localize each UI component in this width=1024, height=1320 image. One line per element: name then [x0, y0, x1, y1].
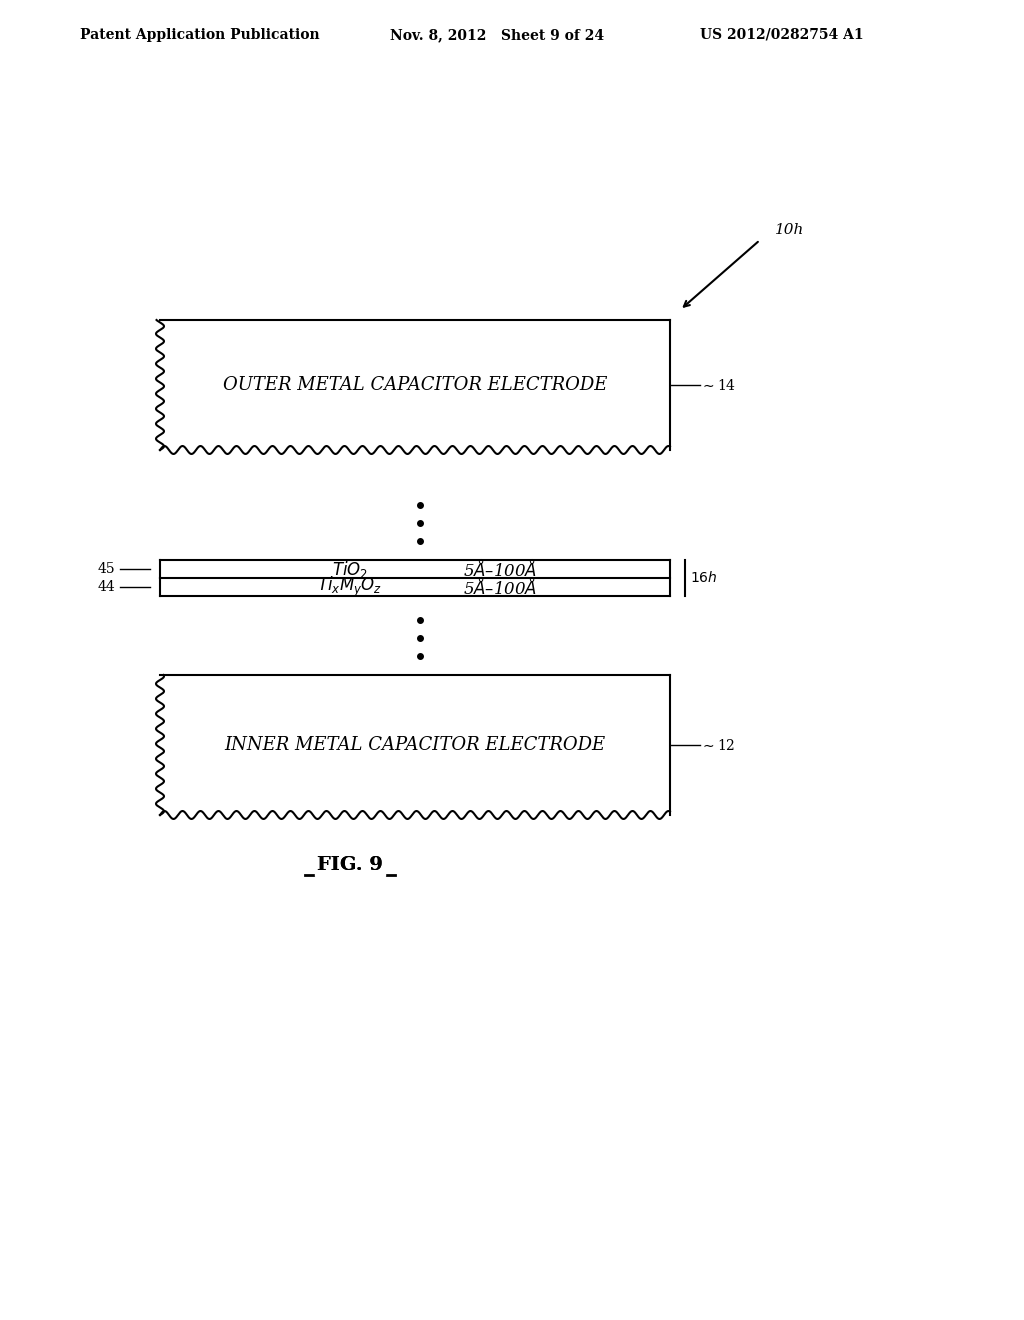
Text: 44: 44 [97, 579, 115, 594]
Text: Patent Application Publication: Patent Application Publication [80, 28, 319, 42]
Text: 5$\AA$–100$\AA$: 5$\AA$–100$\AA$ [463, 576, 538, 598]
Text: FIG. 9: FIG. 9 [317, 855, 383, 874]
Text: OUTER METAL CAPACITOR ELECTRODE: OUTER METAL CAPACITOR ELECTRODE [223, 376, 607, 393]
Text: $TiO_2$: $TiO_2$ [332, 558, 368, 579]
Text: 45: 45 [97, 562, 115, 576]
Text: INNER METAL CAPACITOR ELECTRODE: INNER METAL CAPACITOR ELECTRODE [224, 737, 605, 754]
Text: $16h$: $16h$ [690, 570, 718, 586]
Text: $\sim$12: $\sim$12 [700, 738, 735, 752]
Text: $\sim$14: $\sim$14 [700, 378, 736, 392]
Text: FIG. 9: FIG. 9 [317, 855, 383, 874]
Text: Nov. 8, 2012   Sheet 9 of 24: Nov. 8, 2012 Sheet 9 of 24 [390, 28, 604, 42]
Text: 10h: 10h [775, 223, 805, 238]
Text: 5$\AA$–100$\AA$: 5$\AA$–100$\AA$ [463, 558, 538, 579]
Text: $Ti_xM_yO_z$: $Ti_xM_yO_z$ [317, 576, 383, 599]
Text: US 2012/0282754 A1: US 2012/0282754 A1 [700, 28, 863, 42]
